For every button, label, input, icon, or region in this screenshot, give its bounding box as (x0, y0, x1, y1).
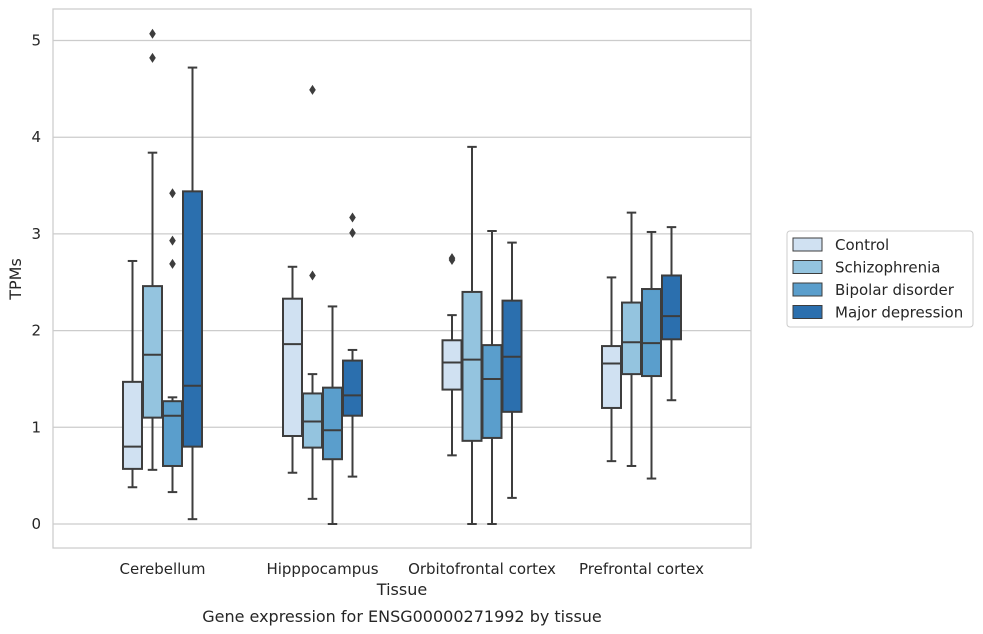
box-3-2 (501, 241, 523, 499)
box (661, 274, 682, 341)
outlier-point (149, 52, 156, 63)
legend-label: Control (835, 236, 889, 254)
box-1-2 (461, 145, 483, 525)
legend-label: Bipolar disorder (835, 281, 955, 299)
legend: Control Schizophrenia Bipolar disorder Majo… (786, 230, 974, 328)
y-tick-label: 4 (31, 128, 41, 146)
box (182, 190, 203, 448)
x-axis-label: Tissue (376, 580, 427, 599)
box-3-3 (661, 226, 682, 402)
y-tick-label: 2 (31, 322, 41, 340)
legend-label: Major depression (835, 304, 963, 322)
y-tick-label: 0 (31, 515, 41, 533)
box-2-3 (641, 230, 662, 480)
legend-frame (786, 230, 974, 328)
box (481, 344, 503, 439)
box (122, 380, 143, 470)
box (162, 400, 183, 467)
outlier-point (309, 270, 316, 281)
plot-area (52, 8, 752, 549)
box-3-1 (342, 212, 363, 478)
outlier-point (349, 212, 356, 223)
x-tick-label: Orbitofrontal cortex (408, 560, 556, 578)
outlier-point (169, 235, 176, 246)
box (601, 345, 622, 409)
box-3-0 (182, 66, 203, 521)
y-axis-ticks: 0 1 2 3 4 5 (31, 32, 41, 534)
box (441, 339, 463, 391)
y-tick-label: 3 (31, 225, 41, 243)
chart-caption: Gene expression for ENSG00000271992 by t… (202, 607, 602, 626)
box (142, 285, 163, 419)
box-0-0 (122, 259, 143, 489)
box-1-3 (621, 211, 642, 467)
outlier-point (149, 28, 156, 39)
legend-label: Schizophrenia (835, 259, 940, 277)
box (282, 297, 303, 438)
y-tick-label: 5 (31, 32, 41, 50)
outlier-point (448, 253, 456, 264)
box-0-2 (441, 253, 463, 457)
box (641, 288, 662, 378)
box (342, 359, 363, 417)
box (461, 290, 483, 442)
box-1-0 (142, 28, 163, 471)
box (322, 386, 343, 461)
y-tick-label: 1 (31, 418, 41, 436)
legend-swatch (792, 282, 823, 297)
box (621, 301, 642, 376)
y-axis-label: TPMs (6, 258, 25, 301)
outlier-point (169, 188, 176, 199)
legend-swatch (792, 305, 823, 319)
outlier-point (309, 84, 316, 95)
box-2-0 (162, 188, 183, 494)
legend-swatch (792, 260, 823, 274)
box-groups (122, 28, 682, 525)
outlier-point (349, 227, 356, 238)
outlier-point (169, 258, 176, 269)
box-2-1 (322, 305, 343, 525)
x-tick-label: Hipppocampus (266, 560, 378, 578)
x-tick-label: Prefrontal cortex (579, 560, 704, 578)
x-tick-label: Cerebellum (120, 560, 206, 578)
legend-swatch (792, 237, 823, 252)
x-axis-ticks: Cerebellum Hipppocampus Orbitofrontal cort… (120, 560, 705, 578)
box-0-3 (601, 276, 622, 463)
box-0-1 (282, 265, 303, 474)
